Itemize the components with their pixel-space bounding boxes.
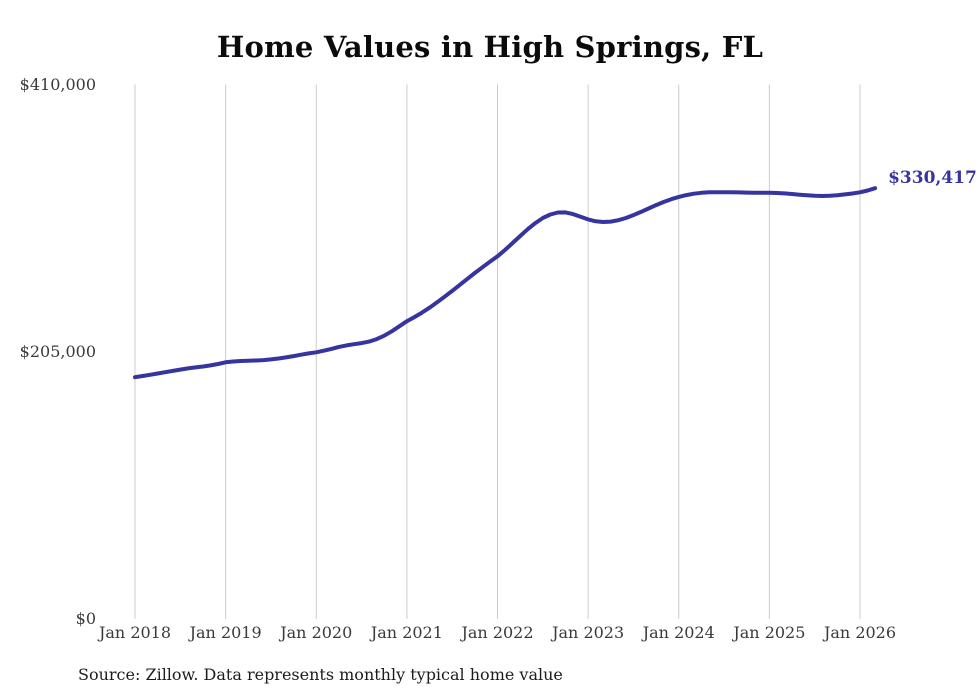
- x-tick-label: Jan 2024: [642, 623, 715, 642]
- x-tick-label: Jan 2021: [370, 623, 443, 642]
- x-tick-label: Jan 2019: [189, 623, 262, 642]
- y-tick-label: $410,000: [19, 74, 96, 94]
- x-tick-label: Jan 2023: [552, 623, 625, 642]
- x-tick-label: Jan 2018: [98, 623, 172, 642]
- x-tick-label: Jan 2020: [280, 623, 353, 642]
- x-tick-label: Jan 2022: [461, 623, 534, 642]
- y-tick-label: $0: [75, 609, 96, 628]
- source-note: Source: Zillow. Data represents monthly …: [78, 665, 563, 684]
- latest-value-label: $330,417: [888, 168, 977, 189]
- y-tick-label: $205,000: [19, 341, 96, 361]
- chart-title: Home Values in High Springs, FL: [216, 30, 764, 64]
- x-tick-label: Jan 2026: [823, 623, 897, 642]
- x-tick-label: Jan 2025: [733, 623, 806, 642]
- home-value-line: [133, 186, 878, 380]
